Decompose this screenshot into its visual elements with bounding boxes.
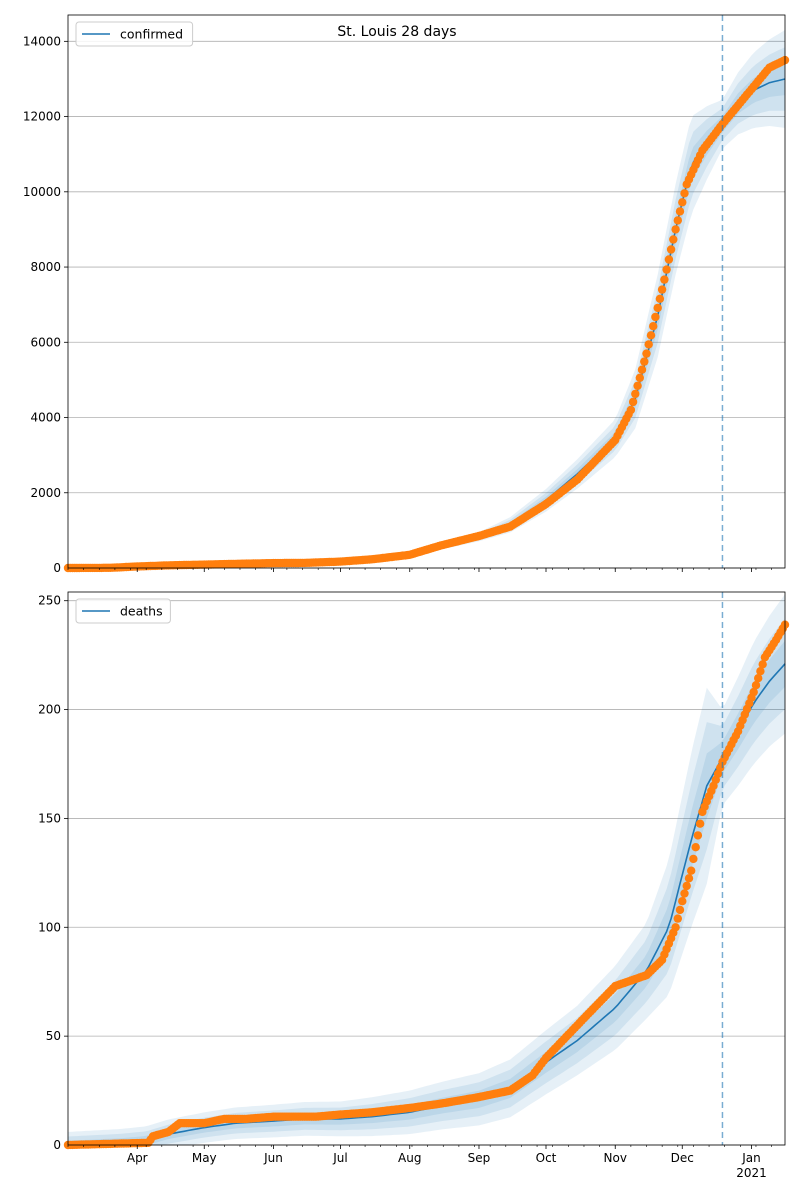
- uncertainty-band-1: [68, 594, 785, 1145]
- uncertainty-band-1: [68, 30, 785, 568]
- y-tick-label: 0: [53, 1138, 61, 1152]
- observed-point: [635, 373, 644, 382]
- observed-point: [671, 923, 680, 932]
- observed-point: [669, 235, 678, 244]
- y-tick-label: 6000: [30, 335, 61, 349]
- y-tick-label: 2000: [30, 486, 61, 500]
- observed-point: [662, 265, 671, 274]
- y-tick-label: 10000: [23, 185, 61, 199]
- x-tick-label: Nov: [604, 1151, 627, 1165]
- x-tick-label: Sep: [468, 1151, 491, 1165]
- y-tick-label: 100: [38, 920, 61, 934]
- observed-point: [628, 397, 638, 407]
- observed-point: [758, 660, 767, 669]
- y-tick-label: 8000: [30, 260, 61, 274]
- x-tick-label: Aug: [398, 1151, 421, 1165]
- observed-point: [749, 687, 758, 697]
- observed-point: [653, 303, 662, 313]
- x-tick-label: Dec: [671, 1151, 694, 1165]
- observed-point: [675, 207, 685, 216]
- figure-title: St. Louis 28 days: [337, 24, 456, 40]
- x-tick-label: Oct: [536, 1151, 557, 1165]
- observed-point: [666, 245, 676, 254]
- observed-point: [678, 897, 687, 906]
- x-tick-label: May: [192, 1151, 217, 1165]
- observed-point: [754, 674, 763, 683]
- observed-point: [680, 889, 689, 898]
- observed-point: [673, 914, 682, 923]
- uncertainty-band-3: [68, 640, 785, 1145]
- y-tick-label: 50: [46, 1029, 61, 1043]
- observed-point: [631, 389, 640, 399]
- observed-point: [664, 255, 674, 264]
- observed-point: [671, 225, 680, 234]
- observed-point: [626, 405, 636, 415]
- x-tick-label: Jan: [741, 1151, 761, 1165]
- y-tick-label: 0: [53, 561, 61, 575]
- legend-label: confirmed: [120, 27, 183, 42]
- x-year-label: 2021: [736, 1166, 767, 1180]
- observed-point: [649, 322, 658, 331]
- observed-point: [691, 843, 700, 852]
- legend-box: [75, 21, 194, 47]
- y-tick-label: 12000: [23, 110, 61, 124]
- observed-point: [637, 365, 647, 374]
- deaths-panel: 0 50 100 150 200 250 Apr May Jun Jul Aug Sep Oct Nov D…: [38, 591, 790, 1180]
- uncertainty-band-3: [68, 62, 785, 569]
- observed-point: [651, 312, 660, 322]
- observed-point: [756, 667, 765, 676]
- observed-point: [660, 275, 669, 284]
- observed-point: [684, 874, 694, 883]
- observed-point: [675, 905, 685, 915]
- observed-point: [655, 294, 665, 303]
- uncertainty-band-2: [68, 618, 785, 1145]
- x-tick-label: Jul: [332, 1151, 347, 1165]
- observed-point: [689, 854, 698, 864]
- x-tick-label: Apr: [127, 1151, 148, 1165]
- observed-point: [680, 189, 689, 198]
- y-tick-label: 200: [38, 703, 61, 717]
- y-tick-label: 4000: [30, 411, 61, 425]
- observed-point: [644, 340, 653, 349]
- legend-label: deaths: [120, 604, 163, 619]
- observed-point: [673, 216, 682, 225]
- axes-frame: [67, 14, 786, 569]
- observed-point: [646, 331, 656, 340]
- observed-point: [642, 349, 651, 358]
- observed-point: [657, 285, 667, 294]
- observed-point: [633, 381, 642, 390]
- observed-point: [640, 357, 649, 366]
- observed-point: [687, 866, 696, 875]
- observed-point: [678, 198, 687, 207]
- x-tick-label: Jun: [263, 1151, 283, 1165]
- observed-point: [682, 881, 691, 891]
- y-tick-label: 14000: [23, 34, 61, 48]
- legend-box: [75, 598, 171, 624]
- observed-point: [751, 681, 761, 690]
- y-tick-label: 250: [38, 594, 61, 608]
- observed-point: [693, 831, 703, 840]
- axes-frame: [67, 591, 786, 1146]
- y-tick-label: 150: [38, 811, 61, 825]
- uncertainty-band-2: [68, 47, 785, 568]
- confirmed-panel: 0 2000 4000 6000 8000 10000 12000 14000 confirme…: [23, 14, 790, 575]
- observed-point: [695, 819, 705, 828]
